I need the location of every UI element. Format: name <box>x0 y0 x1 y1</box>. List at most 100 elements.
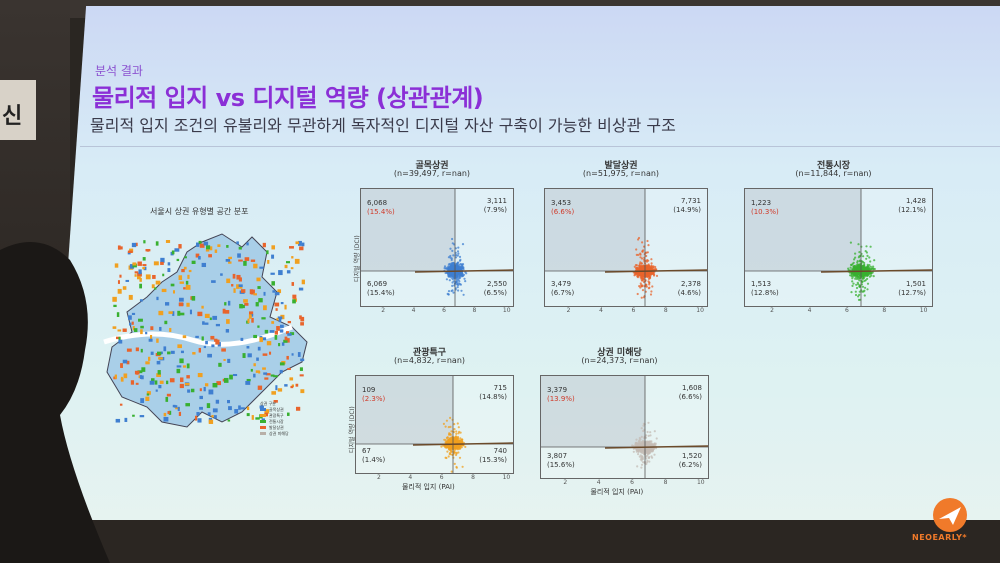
scatter-point <box>647 265 650 268</box>
map-block <box>132 262 137 266</box>
map-block <box>283 339 288 343</box>
map-block <box>255 302 259 307</box>
map-block <box>264 412 269 417</box>
scatter-point <box>455 451 458 454</box>
scatter-point <box>637 453 640 456</box>
slide-tag: 분석 결과 <box>95 64 143 78</box>
x-axis-label: 물리적 입지 (PAI) <box>401 483 455 491</box>
scatter-point <box>456 422 459 425</box>
map-block <box>189 309 193 315</box>
map-block <box>181 268 185 273</box>
map-block <box>264 409 270 414</box>
scatter-point <box>631 444 634 447</box>
scatter-point <box>655 274 659 277</box>
map-block <box>240 289 246 293</box>
scatter-point <box>650 262 653 265</box>
map-block <box>211 415 214 418</box>
map-block <box>167 268 171 273</box>
scatter-point <box>862 255 865 258</box>
map-block <box>197 372 203 378</box>
map-block <box>165 396 169 402</box>
scatter-point <box>456 272 459 275</box>
map-block <box>285 261 291 264</box>
legend-swatch <box>260 408 266 411</box>
map-block <box>248 311 254 316</box>
x-tick-label: 2 <box>566 307 571 314</box>
map-block <box>259 266 264 269</box>
q-bottom-left: 6,069 (15.4%) <box>367 280 395 297</box>
scatter-point <box>447 290 451 293</box>
map-block <box>204 383 209 387</box>
scatter-point <box>857 256 860 259</box>
scatter-point <box>448 262 451 266</box>
map-block <box>223 358 226 361</box>
q-bottom-right: 1,520 (6.2%) <box>678 452 702 469</box>
map-block <box>199 395 203 400</box>
map-block <box>218 362 222 367</box>
scatter-point <box>654 265 657 269</box>
map-block <box>226 245 229 248</box>
title-divider <box>80 146 1000 147</box>
scatter-point <box>650 264 653 267</box>
scatter-point <box>851 277 854 280</box>
scatter-point <box>447 444 450 447</box>
scatter-point <box>857 298 861 301</box>
scatter-point <box>448 267 451 270</box>
scatter-point <box>641 279 644 282</box>
scatter-point <box>857 295 860 298</box>
scatter-point <box>647 456 650 459</box>
scatter-point <box>857 276 860 279</box>
scatter-point <box>445 278 448 281</box>
map-block <box>232 273 236 279</box>
map-block <box>295 383 299 387</box>
side-banner-text: 신 <box>2 104 22 129</box>
map-block <box>299 315 302 320</box>
map-block <box>276 317 279 321</box>
scatter-point <box>650 290 653 293</box>
scatter-point <box>852 273 855 276</box>
panel-subtitle: (n=39,497, r=nan) <box>393 169 471 178</box>
scatter-point <box>645 434 648 437</box>
map-block <box>236 274 241 280</box>
map-block <box>150 326 154 331</box>
q-bottom-right: 740 (15.3%) <box>479 447 507 464</box>
map-block <box>172 290 175 294</box>
map-block <box>240 407 245 410</box>
map-block <box>164 320 168 325</box>
x-tick-label: 10 <box>502 307 511 314</box>
scatter-point <box>645 457 648 460</box>
map-block <box>286 412 290 416</box>
scatter-point <box>648 460 651 463</box>
seoul-map: 상권 구분 골목상권 관광특구 전통시장 발달상권 상권 미해당 <box>92 222 327 447</box>
scatter-point <box>640 466 643 469</box>
map-block <box>142 257 146 261</box>
map-block <box>264 377 269 380</box>
map-block <box>151 378 155 382</box>
map-block <box>146 393 150 396</box>
map-block <box>221 348 226 352</box>
scatter-point <box>870 267 873 270</box>
scatter-point <box>642 439 645 442</box>
map-block <box>145 361 150 365</box>
map-block <box>175 407 180 410</box>
map-block <box>170 350 175 354</box>
scatter-point <box>862 290 865 293</box>
scatter-point <box>640 427 643 430</box>
map-block <box>162 273 165 277</box>
scatter-point <box>639 438 642 441</box>
map-block <box>226 278 231 284</box>
x-tick-label: 10 <box>919 307 928 314</box>
scatter-point <box>457 277 460 280</box>
map-block <box>119 246 123 250</box>
map-block <box>196 242 200 247</box>
map-block <box>191 295 196 301</box>
q-top-left: 6,068 (15.4%) <box>367 199 395 216</box>
scatter-point <box>462 268 465 271</box>
map-block <box>160 261 164 265</box>
scatter-point <box>460 273 463 276</box>
map-block <box>152 274 156 279</box>
map-block <box>135 347 139 352</box>
map-block <box>276 326 280 331</box>
map-block <box>129 322 132 326</box>
map-block <box>140 398 145 404</box>
